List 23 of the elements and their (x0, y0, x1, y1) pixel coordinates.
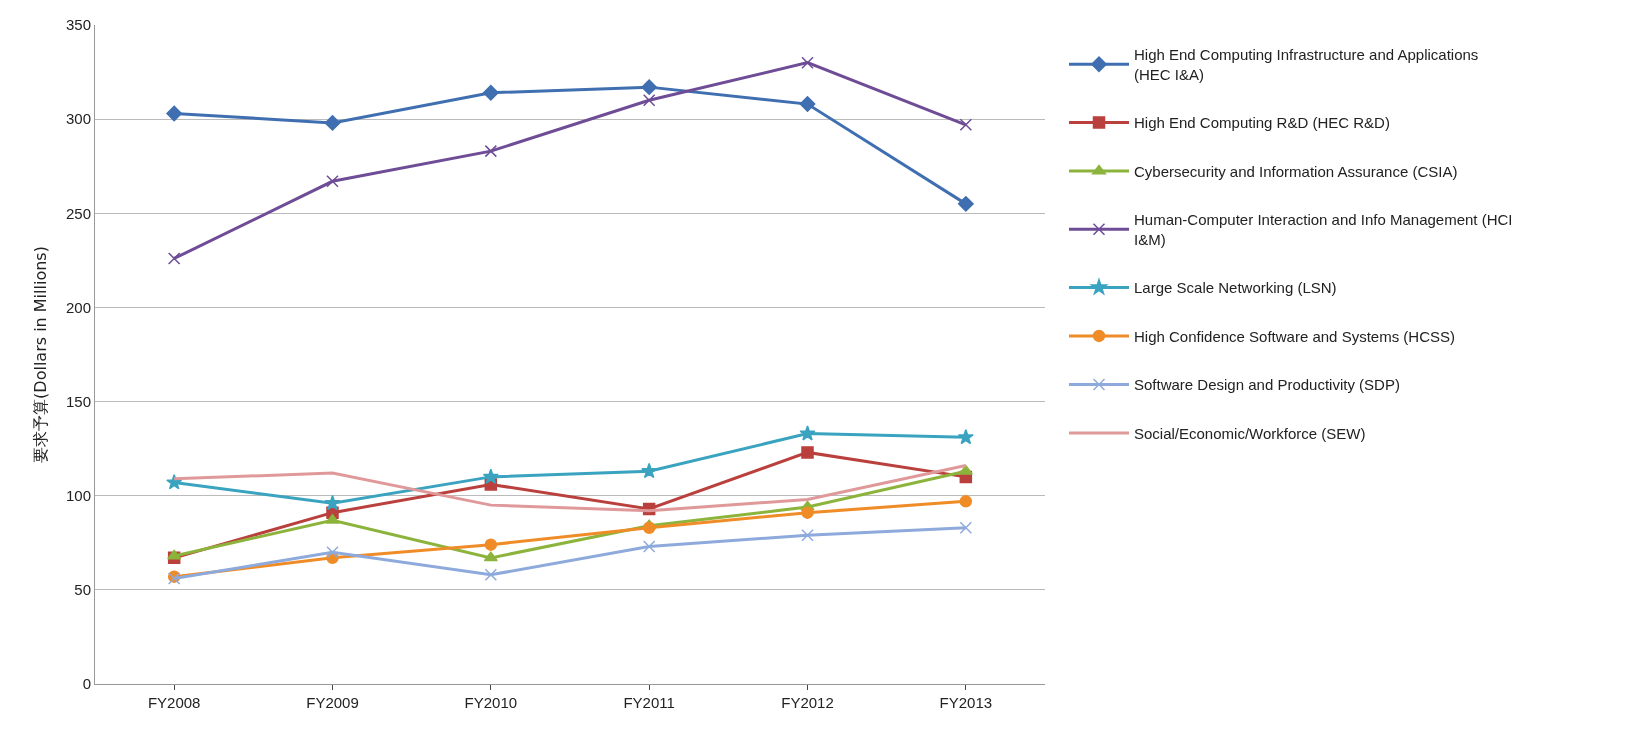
y-tick-label: 0 (82, 675, 91, 693)
y-axis-title: 要求予算(Dollars in Millions) (30, 246, 50, 463)
legend-label: High End Computing R&D (HEC R&D) (1134, 114, 1390, 132)
x-tick-label: FY2009 (306, 694, 359, 711)
y-tick-label: 50 (74, 581, 91, 599)
legend-label: High Confidence Software and Systems (HCSS) (1134, 327, 1455, 345)
x-tick-label: FY2011 (623, 694, 675, 711)
legend-label: Social/Economic/Workforce (SEW) (1134, 424, 1366, 442)
y-tick-label: 300 (65, 110, 91, 128)
legend-label: Large Scale Networking (LSN) (1134, 279, 1337, 297)
y-tick-label: 150 (65, 392, 91, 410)
legend-label: Software Design and Productivity (SDP) (1134, 376, 1400, 394)
x-tick-label: FY2010 (464, 694, 518, 711)
y-tick-label: 200 (65, 298, 91, 316)
legend-label: Cybersecurity and Information Assurance (CSIA) (1134, 162, 1458, 180)
y-tick-label: 350 (65, 16, 91, 34)
y-tick-label: 250 (65, 204, 91, 222)
y-tick-label: 100 (65, 486, 91, 504)
x-tick-label: FY2012 (781, 694, 834, 711)
legend-label: Human-Computer Interaction and Info Management (HCI I&M) (1134, 211, 1513, 248)
legend-label: High End Computing Infrastructure and Applications (HEC I&A) (1134, 46, 1479, 83)
x-tick-label: FY2013 (939, 694, 993, 711)
x-tick-label: FY2008 (147, 694, 201, 711)
